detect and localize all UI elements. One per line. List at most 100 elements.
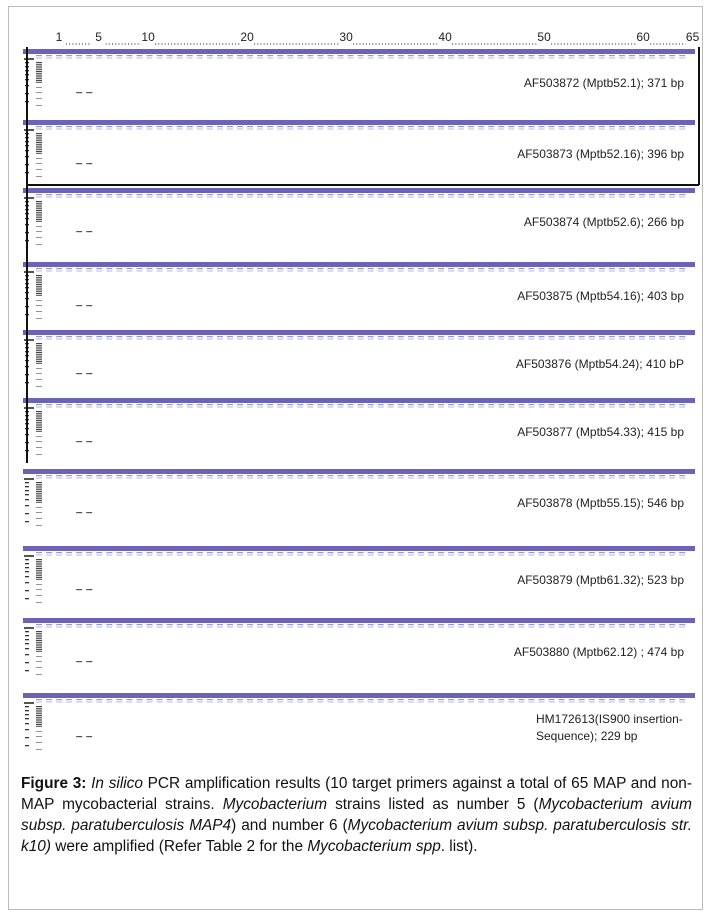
lane-tag xyxy=(659,702,665,703)
lane-tag xyxy=(197,197,203,198)
lane-tag xyxy=(448,194,454,195)
lane-tag xyxy=(478,55,484,56)
lane-tag xyxy=(177,194,183,195)
lane-tag xyxy=(428,478,434,479)
lane-tag xyxy=(36,627,42,628)
lane-tag xyxy=(36,407,42,408)
lane-tag xyxy=(388,197,394,198)
lane-tag xyxy=(528,58,534,59)
lane-tag xyxy=(177,478,183,479)
ruler-label: 10 xyxy=(141,30,155,44)
lane-tag xyxy=(36,58,42,59)
primer-label: AF503878 (Mptb55.15); 546 bp xyxy=(517,496,684,510)
lane-tag xyxy=(518,478,524,479)
lane-tag xyxy=(518,55,524,56)
lane-tag xyxy=(669,624,675,625)
lane-tag xyxy=(307,555,313,556)
lane-tag xyxy=(106,699,112,700)
lane-tag xyxy=(147,699,153,700)
lane-tag xyxy=(106,624,112,625)
lane-tag xyxy=(116,126,122,127)
lane-tag xyxy=(287,126,293,127)
lane-tag xyxy=(348,627,354,628)
lane-tag xyxy=(599,624,605,625)
lane-tag xyxy=(418,475,424,476)
lane-tag xyxy=(579,624,585,625)
lane-tag xyxy=(197,407,203,408)
lane-tag xyxy=(388,55,394,56)
lane-tag xyxy=(398,699,404,700)
lane-tag xyxy=(539,475,545,476)
lane-tag xyxy=(488,55,494,56)
lane-tag xyxy=(609,624,615,625)
lane-tag xyxy=(659,699,665,700)
lane-tag xyxy=(368,627,374,628)
lane-tag xyxy=(338,197,344,198)
amplified-band xyxy=(86,305,92,306)
lane-tag xyxy=(659,336,665,337)
lane-tag xyxy=(257,271,263,272)
lane-tag xyxy=(96,268,102,269)
lane-tag xyxy=(659,627,665,628)
ladder-band xyxy=(36,146,42,147)
lane-tag xyxy=(287,339,293,340)
ladder-band xyxy=(36,651,42,652)
lane-tag xyxy=(327,55,333,56)
lane-tag xyxy=(257,126,263,127)
lane-tag xyxy=(287,407,293,408)
lane-tag xyxy=(599,699,605,700)
lane-tag xyxy=(317,627,323,628)
lane-tag xyxy=(569,58,575,59)
lane-tag xyxy=(458,271,464,272)
lane-tag xyxy=(277,478,283,479)
lane-tag xyxy=(187,702,193,703)
lane-tag xyxy=(307,407,313,408)
ladder-tag xyxy=(24,58,34,60)
gel-panel: AF503875 (Mptb54.16); 403 bp xyxy=(23,262,695,319)
ladder-band xyxy=(36,631,42,632)
lane-tag xyxy=(669,555,675,556)
ladder-band xyxy=(36,69,42,70)
lane-tag xyxy=(418,699,424,700)
lane-tag xyxy=(649,197,655,198)
lane-tag xyxy=(167,197,173,198)
lane-tag xyxy=(589,129,595,130)
lane-tag xyxy=(147,194,153,195)
lane-tag xyxy=(649,126,655,127)
lane-tag xyxy=(187,478,193,479)
lane-tag xyxy=(106,194,112,195)
lane-tag xyxy=(368,478,374,479)
lane-tag xyxy=(589,478,595,479)
ladder-band xyxy=(36,208,42,209)
ladder-band xyxy=(25,648,29,649)
lane-tag xyxy=(619,58,625,59)
lane-tag xyxy=(569,555,575,556)
lane-tag xyxy=(257,58,263,59)
lane-tag xyxy=(207,126,213,127)
lane-tag xyxy=(96,129,102,130)
lane-tag xyxy=(589,407,595,408)
ladder-band xyxy=(25,576,29,577)
lane-tag xyxy=(197,58,203,59)
lane-tag xyxy=(157,407,163,408)
lane-tag xyxy=(559,702,565,703)
lane-tag xyxy=(498,404,504,405)
lane-tag xyxy=(56,552,62,553)
lane-tag xyxy=(498,129,504,130)
lane-tag xyxy=(438,475,444,476)
lane-tag xyxy=(106,407,112,408)
lane-tag xyxy=(438,699,444,700)
lane-tag xyxy=(147,126,153,127)
lane-tag xyxy=(508,627,514,628)
lane-tag xyxy=(66,624,72,625)
lane-tag xyxy=(549,475,555,476)
lane-tag xyxy=(518,194,524,195)
ladder-band xyxy=(36,431,42,432)
lane-tag xyxy=(217,129,223,130)
lane-tag xyxy=(56,129,62,130)
ladder-band xyxy=(25,745,29,746)
lane-tag xyxy=(247,478,253,479)
lane-tag xyxy=(126,336,132,337)
lane-tag xyxy=(549,339,555,340)
lane-tag xyxy=(508,478,514,479)
